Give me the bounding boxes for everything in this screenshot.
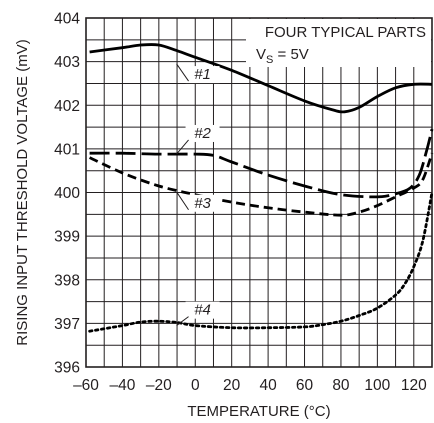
plot-frame <box>85 17 433 368</box>
x-tick-label: 60 <box>296 377 314 394</box>
curve-label-leader <box>176 63 189 82</box>
y-tick-label: 396 <box>54 360 80 377</box>
curve-label-1: #1 <box>194 66 211 83</box>
curve-label-leader <box>176 139 189 155</box>
y-tick-label: 397 <box>54 316 80 333</box>
curve-label-2: #2 <box>194 125 211 142</box>
grid <box>85 17 433 368</box>
x-tick-label: 20 <box>223 377 241 394</box>
x-tick-label: 100 <box>364 377 390 394</box>
axis-titles: TEMPERATURE (°C) RISING INPUT THRESHOLD V… <box>14 39 331 420</box>
y-tick-label: 403 <box>54 54 80 71</box>
y-tick-label: 398 <box>54 272 80 289</box>
series-line-4 <box>88 191 434 333</box>
y-tick-label: 402 <box>54 98 80 115</box>
annotation: FOUR TYPICAL PARTS VS = 5V <box>246 19 431 67</box>
curve-label-background <box>185 124 220 142</box>
curve-label-leader <box>176 191 189 211</box>
x-axis-title: TEMPERATURE (°C) <box>187 403 330 420</box>
curve-label-background <box>185 194 220 212</box>
series-line-2 <box>89 128 434 199</box>
annotation-background <box>246 19 431 67</box>
annotation-line-2: VS = 5V <box>256 46 309 66</box>
y-axis-title: RISING INPUT THRESHOLD VOLTAGE (mV) <box>14 39 31 345</box>
y-tick-label: 400 <box>54 185 80 202</box>
x-tick-label: 80 <box>332 377 350 394</box>
curve-label-4: #4 <box>194 302 211 319</box>
series-layer <box>88 43 434 333</box>
x-tick-label: –20 <box>146 377 172 394</box>
x-tick-label: 120 <box>401 377 427 394</box>
curve-label-background <box>185 301 220 319</box>
series-line-1 <box>89 43 433 114</box>
curve-label-background <box>185 66 220 84</box>
x-tick-label: 40 <box>259 377 277 394</box>
y-tick-label: 399 <box>54 229 80 246</box>
curve-labels: #1 #2 #3 #4 <box>176 63 220 326</box>
tick-labels: –60 –40 –20 0 20 40 60 80 100 120 396 397 398 399 400 4… <box>54 11 427 395</box>
curve-label-leader <box>176 316 189 326</box>
annotation-line-1: FOUR TYPICAL PARTS <box>265 24 426 41</box>
x-tick-label: 0 <box>191 377 200 394</box>
y-tick-label: 401 <box>54 141 80 158</box>
series-line-3 <box>89 152 434 217</box>
y-tick-label: 404 <box>54 11 80 28</box>
x-tick-label: –60 <box>73 377 99 394</box>
curve-label-3: #3 <box>194 195 211 212</box>
x-tick-label: –40 <box>109 377 135 394</box>
